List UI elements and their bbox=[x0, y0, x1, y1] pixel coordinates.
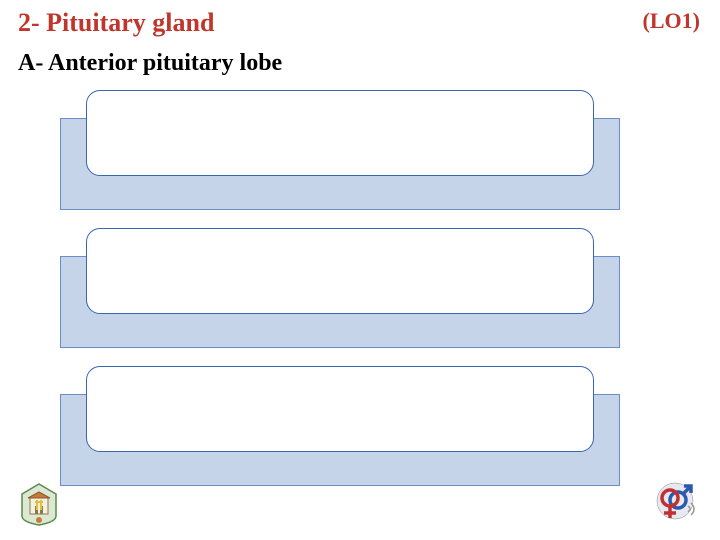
block-foreground bbox=[86, 90, 594, 176]
subtitle-text: A- Anterior pituitary lobe bbox=[18, 50, 282, 76]
university-logo-icon bbox=[16, 480, 62, 526]
content-blocks bbox=[60, 90, 620, 504]
gender-symbols-icon bbox=[650, 476, 700, 526]
block-foreground bbox=[86, 228, 594, 314]
learning-objective-tag: (LO1) bbox=[643, 8, 700, 34]
block-foreground bbox=[86, 366, 594, 452]
content-block bbox=[60, 228, 620, 348]
lo-text: (LO1) bbox=[643, 8, 700, 33]
content-block bbox=[60, 90, 620, 210]
slide-subtitle: A- Anterior pituitary lobe bbox=[18, 50, 282, 77]
content-block bbox=[60, 366, 620, 486]
slide-title: 2- Pituitary gland bbox=[18, 8, 214, 38]
title-text: 2- Pituitary gland bbox=[18, 8, 214, 37]
